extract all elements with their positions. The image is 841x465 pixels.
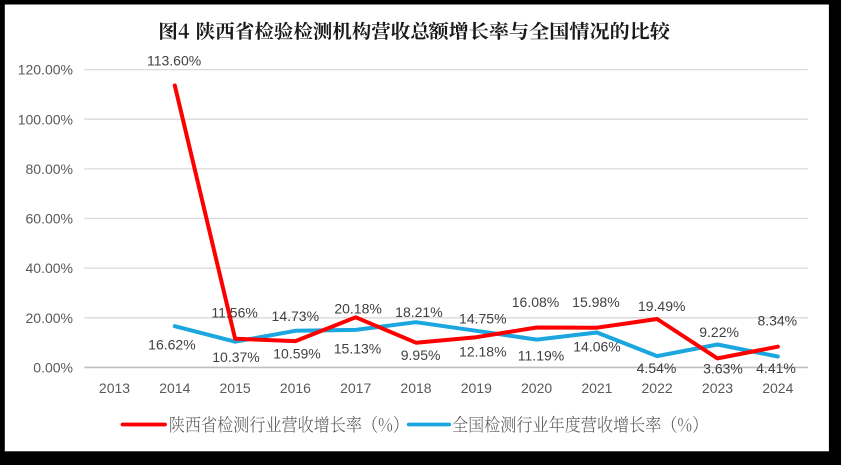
svg-text:120.00%: 120.00% <box>18 62 73 78</box>
svg-text:2016: 2016 <box>280 380 311 396</box>
svg-text:100.00%: 100.00% <box>18 111 73 127</box>
svg-text:20.18%: 20.18% <box>334 301 381 317</box>
svg-text:11.19%: 11.19% <box>518 348 564 364</box>
svg-text:11.56%: 11.56% <box>211 305 257 321</box>
svg-text:2024: 2024 <box>762 380 793 396</box>
svg-text:80.00%: 80.00% <box>26 161 73 177</box>
svg-text:2020: 2020 <box>521 380 552 396</box>
svg-text:2013: 2013 <box>99 380 130 396</box>
svg-text:60.00%: 60.00% <box>26 211 73 227</box>
svg-text:2019: 2019 <box>461 380 492 396</box>
svg-text:16.62%: 16.62% <box>148 336 195 352</box>
svg-text:9.95%: 9.95% <box>401 347 441 363</box>
svg-text:0.00%: 0.00% <box>33 360 73 376</box>
svg-text:2014: 2014 <box>159 380 190 396</box>
svg-text:16.08%: 16.08% <box>512 294 559 310</box>
svg-text:10.59%: 10.59% <box>273 346 320 362</box>
svg-text:9.22%: 9.22% <box>699 324 739 340</box>
svg-text:18.21%: 18.21% <box>395 304 442 320</box>
svg-text:15.98%: 15.98% <box>572 294 619 310</box>
svg-text:12.18%: 12.18% <box>459 344 506 360</box>
svg-text:10.37%: 10.37% <box>212 349 259 365</box>
svg-text:2015: 2015 <box>220 380 251 396</box>
svg-text:19.49%: 19.49% <box>638 298 685 314</box>
svg-text:14.06%: 14.06% <box>573 339 620 355</box>
svg-text:15.13%: 15.13% <box>334 340 381 356</box>
svg-text:14.75%: 14.75% <box>459 311 506 327</box>
svg-text:8.34%: 8.34% <box>757 313 797 329</box>
svg-text:14.73%: 14.73% <box>272 308 319 324</box>
svg-text:20.00%: 20.00% <box>26 310 73 326</box>
svg-text:2018: 2018 <box>400 380 431 396</box>
svg-text:2017: 2017 <box>340 380 371 396</box>
svg-text:4.41%: 4.41% <box>756 360 796 376</box>
svg-text:2021: 2021 <box>581 380 612 396</box>
svg-text:2022: 2022 <box>642 380 673 396</box>
svg-text:3.63%: 3.63% <box>703 361 743 377</box>
svg-text:2023: 2023 <box>702 380 733 396</box>
svg-text:113.60%: 113.60% <box>147 53 201 69</box>
svg-text:4.54%: 4.54% <box>637 360 677 376</box>
svg-text:40.00%: 40.00% <box>26 260 73 276</box>
